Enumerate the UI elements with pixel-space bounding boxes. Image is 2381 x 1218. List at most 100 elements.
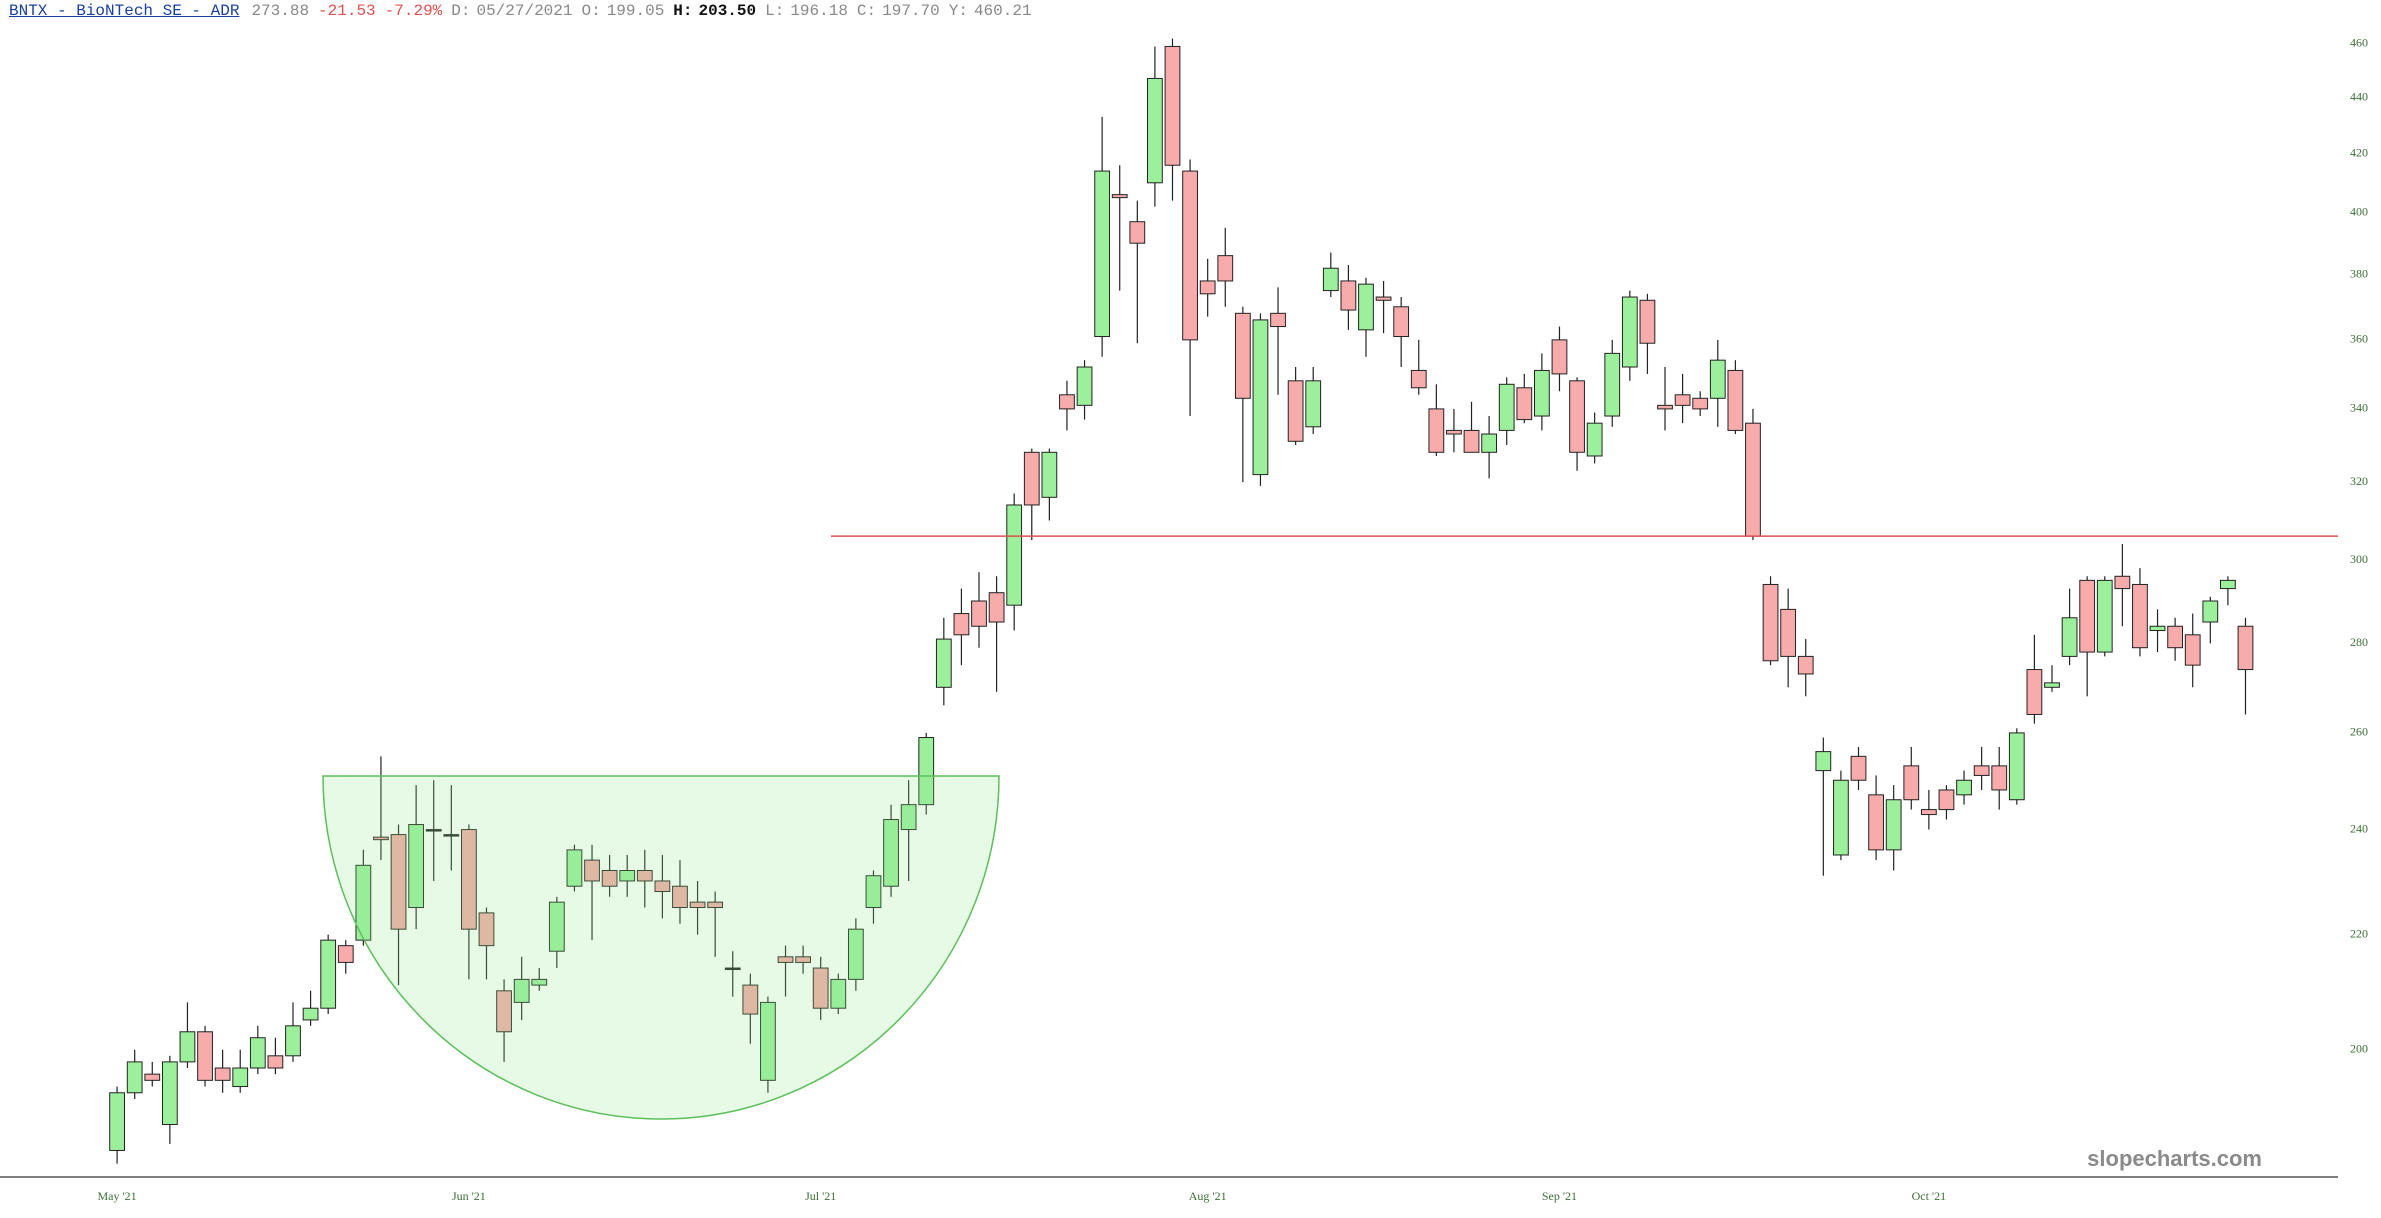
candle-body xyxy=(636,870,653,882)
candle-body xyxy=(1182,170,1198,341)
candle-body xyxy=(214,1067,231,1081)
candle-body xyxy=(2096,579,2113,653)
candle-body xyxy=(2149,625,2166,632)
candle-body xyxy=(1041,451,1058,498)
candle-body xyxy=(2044,682,2060,688)
x-tick-label: Jul '21 xyxy=(805,1189,836,1203)
candle-body xyxy=(267,1055,284,1069)
candle-body xyxy=(1006,504,1023,606)
field-value: 196.18 xyxy=(790,2,848,20)
change: -21.53 xyxy=(318,2,376,20)
candle-body xyxy=(390,834,407,930)
field-value: 05/27/2021 xyxy=(476,2,573,20)
y-tick-label: 320 xyxy=(2350,474,2368,488)
y-tick-label: 300 xyxy=(2350,552,2368,566)
x-tick-label: Oct '21 xyxy=(1912,1189,1947,1203)
x-tick-label: May '21 xyxy=(98,1189,137,1203)
candle-body xyxy=(2008,732,2025,801)
candle-body xyxy=(1780,608,1797,657)
candle-body xyxy=(2237,625,2254,671)
candle-body xyxy=(777,956,794,963)
candle-body xyxy=(672,885,688,909)
candle-body xyxy=(179,1031,196,1063)
cup-annotation xyxy=(322,775,1000,1120)
candle-body xyxy=(1604,352,1621,417)
candle-body xyxy=(795,956,811,963)
candle-body xyxy=(1270,312,1286,328)
candle-body xyxy=(1147,77,1163,184)
candle-body xyxy=(548,901,565,952)
candle-body xyxy=(724,967,741,971)
candle-body xyxy=(126,1061,143,1094)
y-tick-label: 460 xyxy=(2350,36,2368,50)
candle-body xyxy=(1991,765,2008,791)
candle-body xyxy=(1410,369,1427,389)
candle-body xyxy=(249,1037,266,1069)
candle-body xyxy=(900,804,917,831)
candle-body xyxy=(1709,359,1726,399)
candle-body xyxy=(584,859,600,882)
candle-body xyxy=(285,1025,301,1057)
candle-body xyxy=(2184,634,2201,666)
candle-body xyxy=(1745,422,1761,537)
candle-body xyxy=(1674,394,1691,406)
candle-body xyxy=(830,978,847,1009)
field-label: O: xyxy=(581,2,601,20)
x-tick-label: Sep '21 xyxy=(1542,1189,1577,1203)
candle-body xyxy=(144,1073,161,1081)
candle-body xyxy=(1885,799,1902,851)
candle-body xyxy=(1498,383,1515,431)
candle-body xyxy=(1094,170,1111,338)
symbol[interactable]: BNTX - BioNTech SE - ADR xyxy=(9,2,240,20)
candle-body xyxy=(1621,296,1638,368)
candle-body xyxy=(1287,380,1304,442)
candle-body xyxy=(1111,194,1128,199)
candle-body xyxy=(847,928,864,980)
candle-body xyxy=(320,939,337,1009)
last-price: 273.88 xyxy=(251,2,310,20)
candle-body xyxy=(1023,451,1040,506)
candle-body xyxy=(1199,280,1216,295)
field-value: 203.50 xyxy=(698,2,757,20)
candle-body xyxy=(1428,408,1445,453)
candle-body xyxy=(1076,366,1093,406)
field-label: H: xyxy=(673,2,693,20)
x-tick-label: Jun '21 xyxy=(452,1189,486,1203)
candle-body xyxy=(1938,789,1955,811)
candle-body xyxy=(1516,387,1533,421)
change-pct: -7.29% xyxy=(384,2,443,20)
candle-body xyxy=(337,945,354,963)
candle-body xyxy=(197,1031,213,1081)
candle-body xyxy=(654,880,671,893)
candle-body xyxy=(988,592,1005,623)
candle-body xyxy=(918,737,935,806)
candle-body xyxy=(1973,765,1990,776)
candle-body xyxy=(161,1061,178,1125)
candle-body xyxy=(302,1007,319,1021)
candle-body xyxy=(2061,617,2078,657)
candle-body xyxy=(531,978,548,986)
y-tick-label: 340 xyxy=(2350,401,2368,415)
candle-body xyxy=(443,834,460,837)
candle-body xyxy=(109,1092,125,1151)
y-tick-label: 200 xyxy=(2350,1042,2368,1056)
candle-body xyxy=(812,967,829,1009)
candle-body xyxy=(1956,779,1972,796)
y-tick-label: 220 xyxy=(2350,926,2368,940)
candle-body xyxy=(1868,794,1884,851)
candle-body xyxy=(1727,369,1744,431)
candle-body xyxy=(2079,579,2096,653)
candle-body xyxy=(601,870,618,887)
candle-body xyxy=(1850,755,1867,781)
candle-body xyxy=(1340,280,1357,311)
candle-body xyxy=(883,819,899,887)
candle-body xyxy=(953,613,970,636)
candle-body xyxy=(1551,339,1568,375)
candle-body xyxy=(1463,429,1480,453)
field-label: Y: xyxy=(948,2,968,20)
candle-body xyxy=(566,849,583,887)
candle-body xyxy=(1358,283,1374,331)
candle-body xyxy=(1815,751,1832,772)
candle-body xyxy=(232,1067,249,1088)
y-tick-label: 400 xyxy=(2350,204,2368,218)
